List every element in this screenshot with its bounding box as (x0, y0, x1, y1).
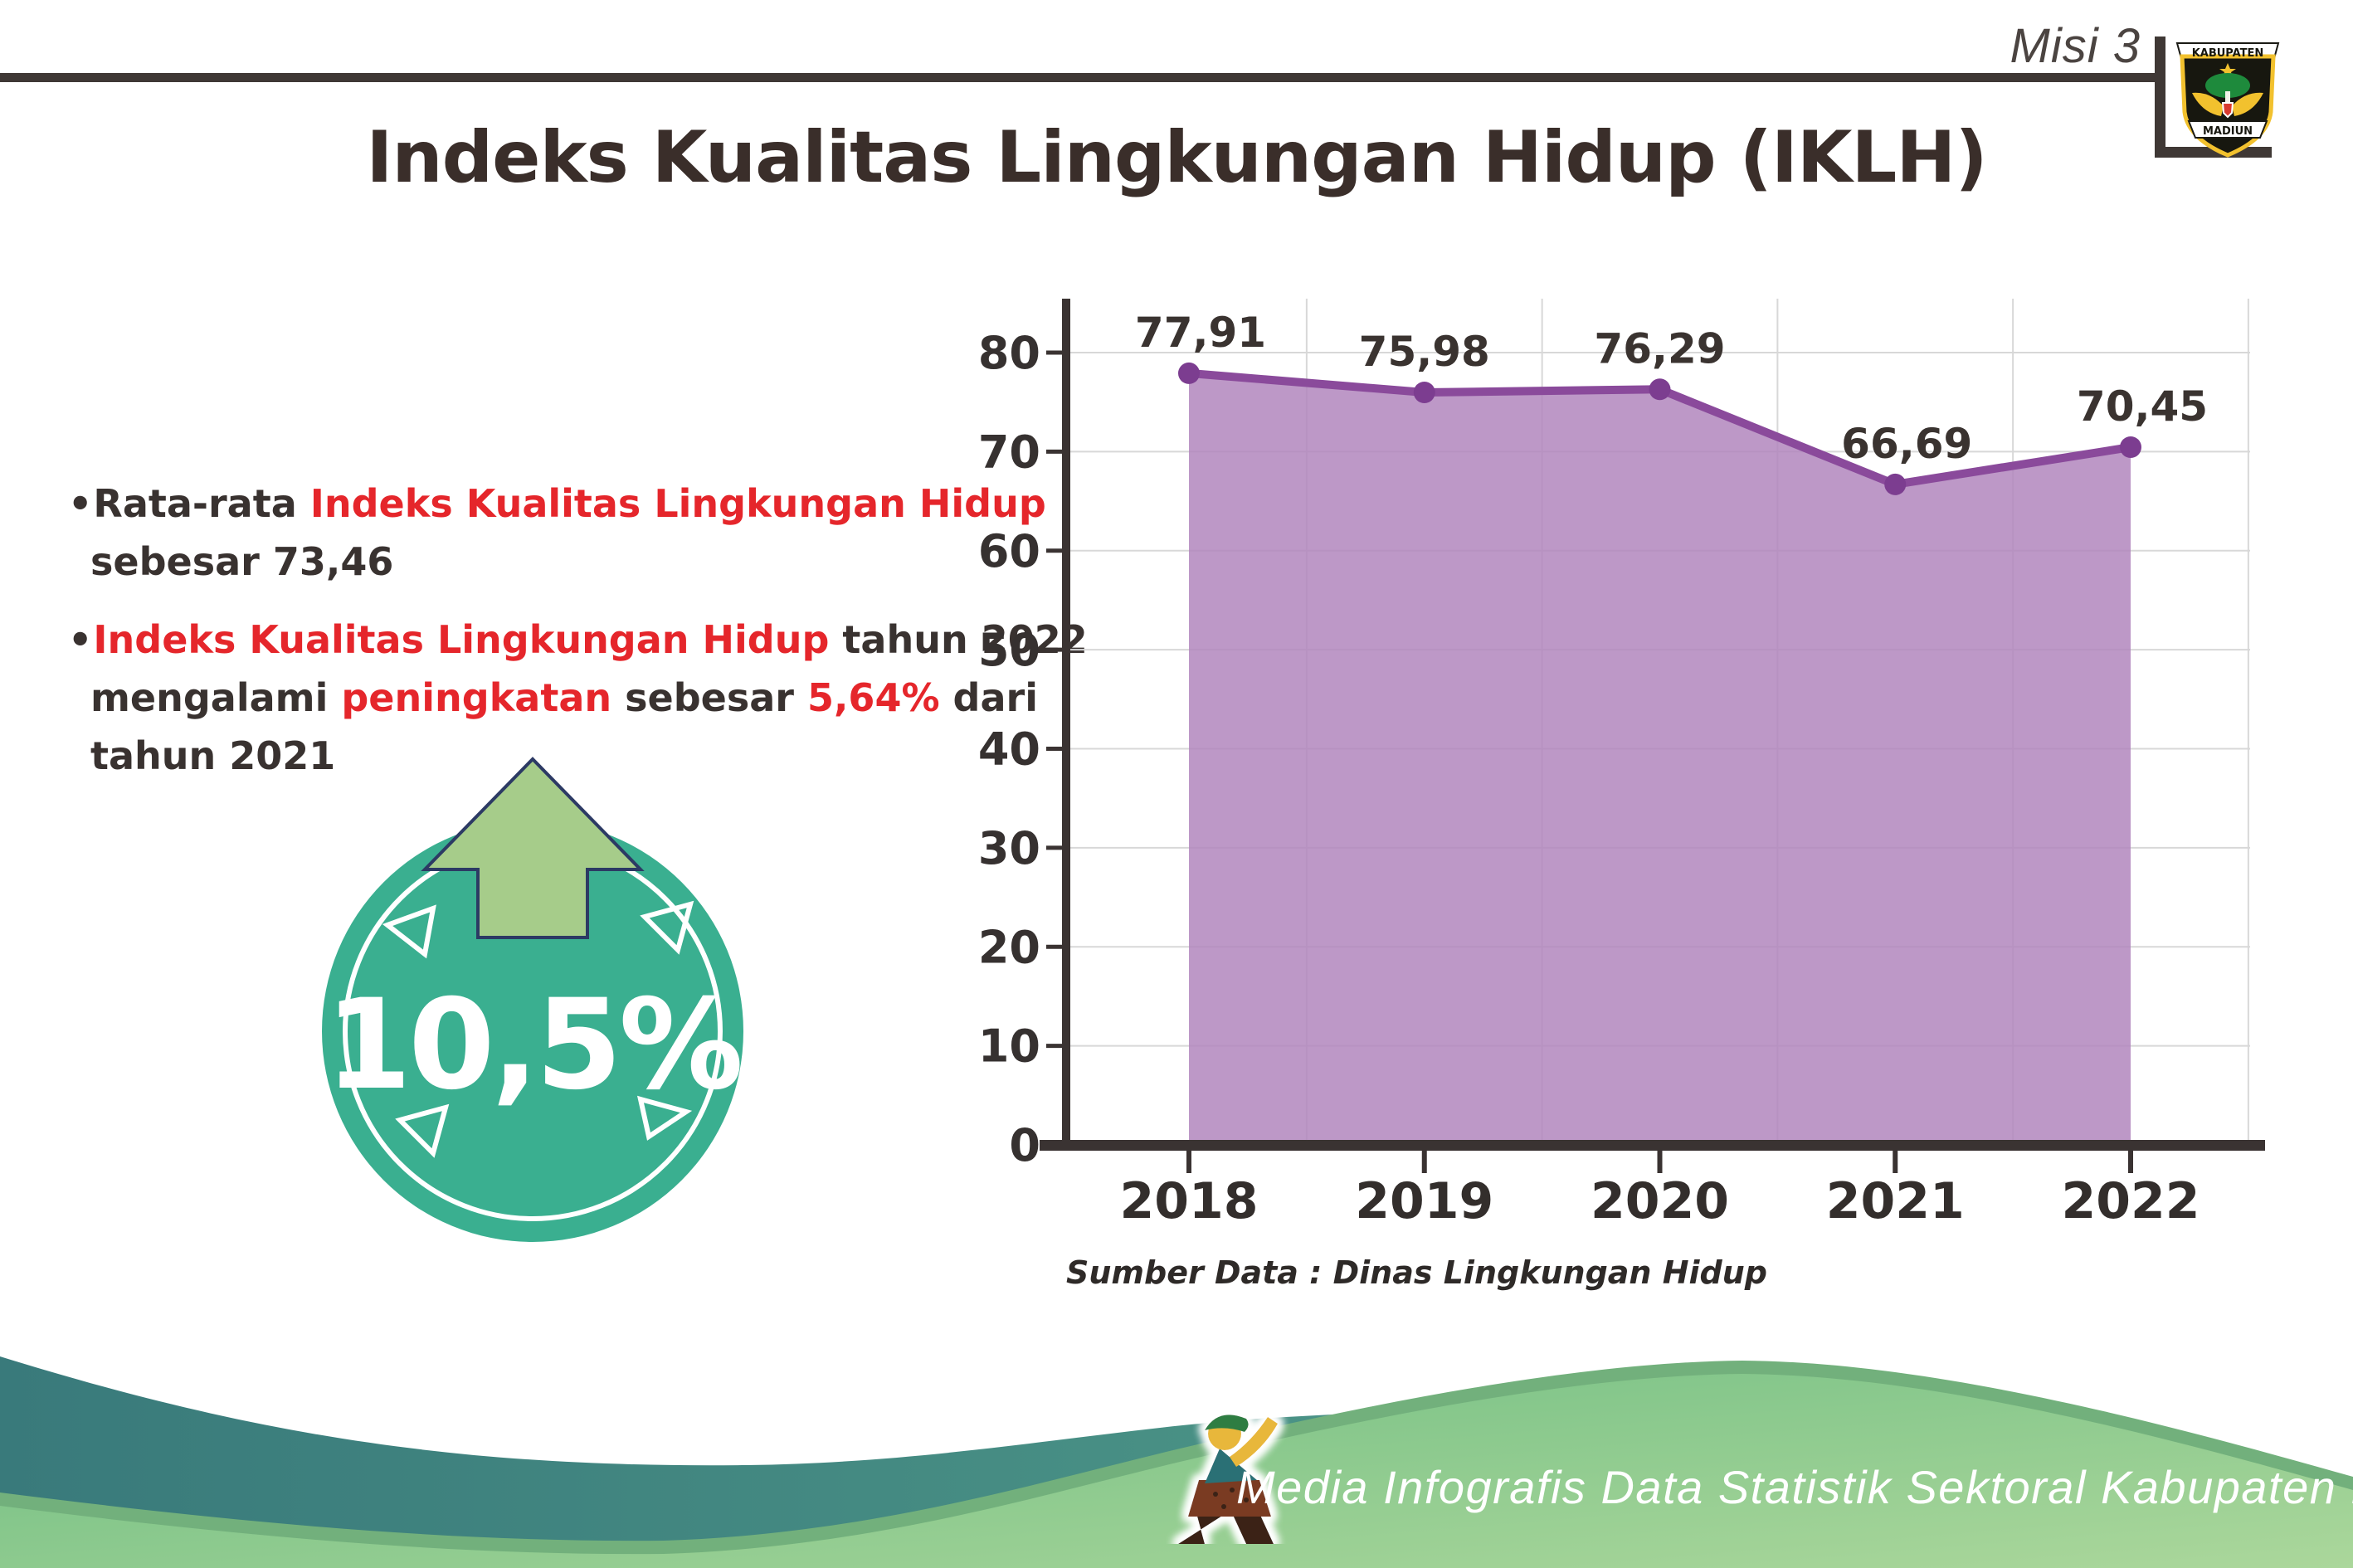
data-label: 76,29 (1594, 324, 1725, 373)
y-tick-label: 70 (978, 426, 1040, 478)
mascot-torso (1205, 1449, 1257, 1483)
logo-bottom-text: MADIUN (2203, 125, 2253, 138)
bullet-text-segment: peningkatan (341, 675, 612, 720)
chart-line-series (1178, 362, 2141, 495)
bullet-line: •Indeks Kualitas Lingkungan Hidup tahun … (68, 611, 1088, 669)
wave-green (0, 1374, 2353, 1568)
badge-accent-triangle-ne (640, 900, 694, 955)
y-tick-label: 10 (978, 1020, 1040, 1073)
kabupaten-madiun-logo: KABUPATEN MADIUN (2175, 42, 2280, 158)
badge-value: 10,5% (325, 973, 740, 1118)
data-label: 75,98 (1359, 328, 1490, 376)
bullet-dot: • (68, 617, 93, 662)
bullet-text-segment: Indeks Kualitas Lingkungan Hidup (93, 617, 830, 662)
bullet-text-segment: tahun 2022 (829, 617, 1088, 662)
mascot-cap (1205, 1415, 1249, 1432)
chart-area-fill (1189, 373, 2131, 1145)
bullet-text-segment: sebesar 73,46 (90, 539, 394, 584)
y-tick-label: 40 (978, 723, 1040, 776)
up-arrow-icon (421, 757, 645, 939)
logo-star-icon (2219, 63, 2236, 78)
source-note: Sumber Data : Dinas Lingkungan Hidup (1066, 1254, 1767, 1291)
y-axis-labels: 0 10 20 30 40 50 60 70 80 (978, 327, 1040, 1171)
badge-accent-triangle-se (636, 1095, 693, 1141)
y-tick-label: 50 (978, 624, 1040, 676)
x-tick-label: 2022 (2062, 1172, 2200, 1230)
header-rule (0, 73, 2157, 82)
footer-waves (0, 1356, 2353, 1568)
area-fill (1189, 373, 2131, 1145)
data-label: 77,91 (1135, 309, 1266, 357)
y-tick-label: 80 (978, 327, 1040, 379)
bullet-text-segment: 5,64% (806, 675, 940, 720)
data-point (1413, 382, 1435, 403)
x-tick-label: 2021 (1826, 1172, 1965, 1230)
data-point (1884, 473, 1907, 495)
increase-badge: 10,5% (322, 757, 743, 1242)
mascot-legs (1178, 1513, 1226, 1544)
iklh-area-chart: 0 10 20 30 40 50 60 70 80 2018 2019 2020 2021 2022 7… (978, 299, 2265, 1291)
logo-right-wing-icon (2232, 92, 2263, 116)
data-labels: 77,91 75,98 76,29 66,69 70,45 (1135, 309, 2208, 468)
logo-center-shield (2221, 102, 2234, 119)
logo-left-wing-icon (2192, 92, 2224, 116)
bullet-paragraph: •Indeks Kualitas Lingkungan Hidup tahun … (68, 611, 1088, 785)
bullet-text-segment: Indeks Kualitas Lingkungan Hidup (309, 481, 1046, 526)
bullet-line: •Rata-rata Indeks Kualitas Lingkungan Hi… (68, 475, 1046, 533)
bullet-text-segment: dari (939, 675, 1038, 720)
y-tick-label: 0 (1009, 1119, 1040, 1171)
bullet-line: sebesar 73,46 (68, 533, 956, 591)
data-label: 70,45 (2077, 382, 2208, 431)
mascot-leg-right (1232, 1513, 1274, 1544)
badge-circle (322, 821, 743, 1242)
data-label: 66,69 (1841, 420, 1972, 468)
footer-credit: Media Infografis Data Statistik Sektoral… (1236, 1461, 2353, 1513)
bullet-text-segment: tahun 2021 (90, 733, 336, 778)
x-axis-labels: 2018 2019 2020 2021 2022 (1120, 1172, 2200, 1230)
logo-frame-vertical-bar (2155, 37, 2165, 158)
bullet-dot: • (68, 481, 93, 526)
mascot-skirt (1188, 1480, 1271, 1517)
mascot-logo (1178, 1415, 1278, 1544)
bullet-text-segment: sebesar (611, 675, 807, 720)
logo-tree-icon (2205, 73, 2250, 98)
axis-ticks (1046, 350, 2133, 1173)
logo-top-text: KABUPATEN (2192, 47, 2264, 60)
x-axis-line (1040, 1140, 2265, 1151)
bullet-text-segment: Rata-rata (93, 481, 310, 526)
x-tick-label: 2018 (1120, 1172, 1259, 1230)
x-tick-label: 2020 (1591, 1172, 1729, 1230)
key-findings-text: •Rata-rata Indeks Kualitas Lingkungan Hi… (68, 475, 1088, 805)
x-tick-label: 2019 (1355, 1172, 1493, 1230)
data-point (2120, 436, 2141, 458)
bullet-line: mengalami peningkatan sebesar 5,64% dari (68, 669, 1038, 727)
logo-bottom-ribbon (2187, 120, 2268, 139)
y-axis-line (1062, 299, 1070, 1150)
badge-accent-triangle-nw (382, 904, 436, 959)
y-tick-label: 60 (978, 525, 1040, 577)
data-point (1178, 362, 1200, 384)
data-point (1649, 378, 1671, 401)
page-title: Indeks Kualitas Lingkungan Hidup (IKLH) (366, 116, 1987, 199)
mascot-arm (1230, 1417, 1278, 1467)
mission-label: Misi 3 (2010, 19, 2141, 73)
bullet-line: tahun 2021 (68, 727, 956, 785)
bullet-text-segment: mengalami (90, 675, 342, 720)
bullet-paragraph: •Rata-rata Indeks Kualitas Lingkungan Hi… (68, 475, 1046, 591)
y-tick-label: 20 (978, 921, 1040, 973)
badge-accent-triangle-sw (395, 1103, 450, 1158)
y-tick-label: 30 (978, 822, 1040, 874)
